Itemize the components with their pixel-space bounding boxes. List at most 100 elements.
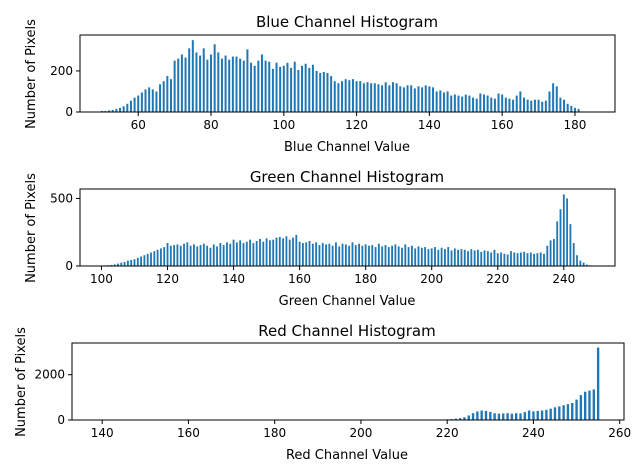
green-histogram-bar: [453, 248, 456, 266]
green-histogram-bar: [278, 236, 281, 266]
green-histogram-bar: [519, 252, 522, 266]
green-histogram-bar: [202, 243, 205, 266]
green-histogram-bar: [447, 247, 450, 266]
blue-histogram-bar: [541, 101, 544, 112]
blue-histogram-bar: [184, 57, 187, 112]
blue-histogram-bar: [446, 91, 449, 112]
red-histogram-bar: [454, 418, 457, 420]
blue-histogram-bar: [337, 83, 340, 112]
blue-histogram-bar: [479, 93, 482, 112]
green-histogram-bar: [126, 260, 129, 266]
red-histogram-bar: [489, 411, 492, 420]
blue-histogram-bar: [235, 56, 238, 112]
blue-histogram-bar: [213, 44, 216, 112]
blue-histogram-bar: [115, 108, 118, 112]
blue-histogram-bar: [432, 87, 435, 112]
blue-histogram-bar: [260, 54, 263, 112]
red-histogram-bar: [523, 412, 526, 420]
blue-histogram-bar: [297, 69, 300, 112]
blue-histogram-bars: [100, 40, 580, 112]
blue-histogram-bar: [472, 97, 475, 112]
blue-histogram-bar: [351, 79, 354, 112]
blue-histogram-bar: [253, 65, 256, 112]
red-histogram-bar: [467, 415, 470, 420]
red-histogram-bar: [592, 389, 595, 420]
green-histogram-bar: [163, 247, 166, 266]
green-histogram-bar: [420, 247, 423, 266]
green-histogram-bar: [315, 242, 318, 266]
red-histogram-y-tick-label: 2000: [34, 368, 65, 382]
green-histogram-bar: [401, 247, 403, 266]
red-histogram-bar: [545, 409, 548, 420]
green-histogram-bar: [364, 244, 367, 266]
red-histogram-x-tick-label: 180: [263, 426, 286, 440]
blue-histogram-bar: [526, 99, 529, 112]
red-histogram-bar: [536, 410, 539, 420]
green-histogram-bar: [143, 255, 146, 266]
blue-histogram-bar: [195, 52, 198, 112]
green-histogram-bar: [546, 245, 549, 266]
green-histogram-bar: [569, 224, 572, 266]
green-histogram-bar: [490, 252, 493, 266]
blue-histogram-xlabel: Blue Channel Value: [284, 140, 410, 155]
blue-histogram-bar: [341, 81, 344, 112]
green-histogram-bar: [348, 245, 351, 266]
blue-histogram-bar: [264, 60, 267, 112]
green-histogram-bar: [335, 242, 337, 266]
green-histogram-bar: [437, 249, 440, 266]
green-histogram-bar: [235, 242, 238, 266]
red-histogram-bar: [458, 418, 462, 420]
red-histogram-bar: [493, 413, 496, 420]
green-histogram-bar: [526, 253, 529, 266]
blue-histogram-panel: Blue Channel Histogram Blue Channel Valu…: [24, 13, 616, 155]
green-histogram-bar: [586, 264, 588, 266]
red-histogram-bar: [471, 413, 475, 420]
green-histogram-bar: [328, 243, 331, 266]
green-histogram-bar: [275, 237, 278, 266]
green-histogram-bar: [341, 243, 344, 266]
green-histogram-bar: [391, 245, 393, 266]
green-histogram-xlabel: Green Channel Value: [279, 294, 416, 309]
green-histogram-panel: Green Channel Histogram Green Channel Va…: [24, 168, 616, 309]
green-histogram-bar: [176, 244, 179, 266]
green-histogram-bar: [358, 243, 360, 266]
green-histogram-bar: [424, 247, 427, 266]
green-histogram-bar: [232, 239, 235, 266]
green-histogram-bar: [212, 244, 215, 266]
green-histogram-x-tick-label: 160: [288, 272, 311, 286]
blue-histogram-bar: [326, 72, 329, 112]
blue-histogram-bar: [523, 97, 526, 112]
blue-histogram-bar: [311, 64, 314, 112]
green-histogram-bar: [477, 249, 479, 266]
green-histogram-bar: [186, 242, 189, 266]
blue-histogram-bar: [442, 92, 445, 112]
green-histogram-bar: [559, 209, 562, 266]
red-histogram-y-tick-label: 0: [57, 413, 65, 427]
green-histogram-bar: [308, 241, 311, 266]
green-histogram-bar: [510, 251, 512, 266]
blue-histogram-bar: [464, 94, 467, 112]
green-histogram-bar: [245, 241, 248, 266]
blue-histogram-bar: [333, 81, 336, 112]
blue-histogram-x-tick-label: 60: [131, 118, 146, 132]
blue-histogram-bar: [304, 63, 307, 112]
red-histogram-bar: [480, 410, 483, 420]
green-histogram-bar: [450, 250, 453, 266]
green-histogram-bar: [199, 245, 202, 266]
green-histogram-bar: [582, 262, 585, 266]
blue-histogram-bar: [435, 91, 438, 112]
blue-histogram-bar: [373, 83, 376, 112]
green-histogram-bar: [417, 246, 420, 266]
green-histogram-bar: [384, 245, 387, 266]
blue-histogram-bar: [319, 72, 322, 112]
green-histogram-bar: [219, 243, 222, 266]
green-histogram-bar: [252, 243, 255, 266]
blue-histogram-bar: [301, 65, 304, 112]
blue-histogram-bar: [388, 85, 391, 112]
blue-histogram-bar: [348, 80, 351, 112]
blue-histogram-bar: [188, 48, 191, 112]
blue-histogram-bar: [210, 54, 213, 112]
green-histogram-bar: [566, 198, 569, 266]
red-histogram-bar: [588, 390, 591, 420]
blue-histogram-bar: [508, 98, 511, 112]
